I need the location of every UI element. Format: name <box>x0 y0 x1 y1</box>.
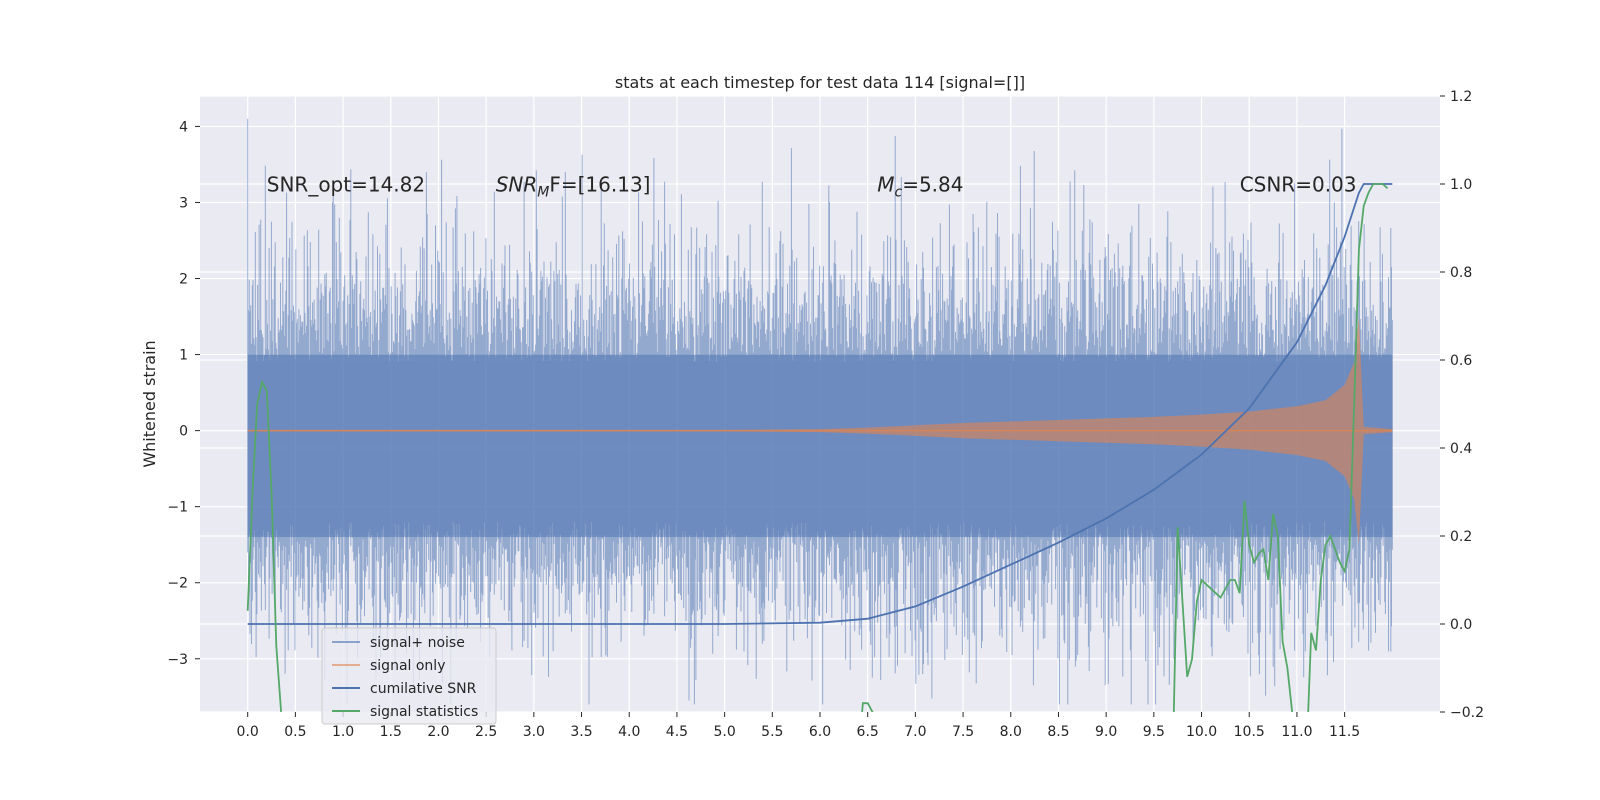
series-cumulative-snr <box>247 183 1393 625</box>
legend: signal+ noise signal only cumilative SNR si… <box>321 627 497 725</box>
x-tick-label: 10.5 <box>1234 724 1265 740</box>
annotation-text: SNR_opt=14.82 <box>267 172 425 196</box>
x-tick-label: 6.0 <box>809 724 831 740</box>
y-tick-label: 2 <box>179 272 188 288</box>
y-tick-label: −1 <box>167 500 188 516</box>
x-tick-label: 9.5 <box>1143 724 1165 740</box>
series-layer <box>246 118 1393 712</box>
x-tick-label: 0.0 <box>237 724 259 740</box>
y-tick-label: −3 <box>167 652 188 668</box>
y-tick-label: 4 <box>179 119 188 135</box>
x-tick-label: 8.5 <box>1047 724 1069 740</box>
y2-tick-label: 0.0 <box>1450 617 1472 633</box>
x-tick-label: 1.0 <box>332 724 354 740</box>
chart-title: stats at each timestep for test data 114… <box>615 73 1025 92</box>
annotation-tail: =5.84 <box>902 172 963 196</box>
x-tick-label: 6.5 <box>857 724 879 740</box>
x-tick-label: 2.0 <box>427 724 449 740</box>
x-tick-label: 3.0 <box>523 724 545 740</box>
series-signal-statistics <box>246 183 1389 712</box>
y2-tick-label: 0.8 <box>1450 265 1472 281</box>
x-tick-label: 1.5 <box>380 724 402 740</box>
annotation-text: SNRMF=[16.13] <box>496 172 651 200</box>
x-tick-label: 0.5 <box>284 724 306 740</box>
y2-tick-label: 1.2 <box>1450 89 1472 105</box>
annotation-main: M <box>877 172 894 196</box>
x-tick-label: 5.0 <box>713 724 735 740</box>
y-axis-label: Whitened strain <box>140 340 159 467</box>
series-signal-only <box>247 316 1393 545</box>
x-tick-label: 7.5 <box>952 724 974 740</box>
annotation-subscript: c <box>894 184 902 200</box>
y2-tick-label: 1.0 <box>1450 177 1472 193</box>
axes-layer: 0.0 0.5 1.0 1.5 2.0 2.5 3.0 3.5 4.0 4.5 5.0 5.5 6.0 6… <box>167 89 1484 740</box>
y2-tick-label: −0.2 <box>1450 705 1484 721</box>
x-tick-label: 8.0 <box>1000 724 1022 740</box>
annotation-main: SNR <box>496 172 538 196</box>
y-tick-label: 3 <box>179 195 188 211</box>
y2-tick-label: 0.2 <box>1450 529 1472 545</box>
x-tick-label: 3.5 <box>570 724 592 740</box>
y-tick-label: −2 <box>167 576 188 592</box>
x-tick-label: 7.0 <box>904 724 926 740</box>
x-tick-label: 11.5 <box>1329 724 1360 740</box>
x-tick-label: 5.5 <box>761 724 783 740</box>
x-tick-label: 4.5 <box>666 724 688 740</box>
y-tick-label: 0 <box>179 424 188 440</box>
y-tick-label: 1 <box>179 348 188 364</box>
x-tick-label: 9.0 <box>1095 724 1117 740</box>
y2-tick-label: 0.6 <box>1450 353 1472 369</box>
annotation-text: Mc=5.84 <box>877 172 963 200</box>
x-tick-label: 11.0 <box>1281 724 1312 740</box>
x-tick-label: 4.0 <box>618 724 640 740</box>
legend-entry: signal statistics <box>370 704 478 720</box>
legend-box <box>321 627 497 725</box>
legend-entry: cumilative SNR <box>370 681 477 697</box>
annotation-layer: SNR_opt=14.82 SNRMF=[16.13] Mc=5.84 CSNR=0.… <box>267 172 1357 200</box>
annotation-subscript: M <box>537 184 549 200</box>
x-tick-label: 10.0 <box>1186 724 1217 740</box>
legend-entry: signal+ noise <box>370 635 465 651</box>
annotation-text: CSNR=0.03 <box>1240 172 1357 196</box>
y2-tick-label: 0.4 <box>1450 441 1472 457</box>
annotation-tail: F=[16.13] <box>549 172 650 196</box>
x-tick-label: 2.5 <box>475 724 497 740</box>
legend-entry: signal only <box>370 658 445 674</box>
